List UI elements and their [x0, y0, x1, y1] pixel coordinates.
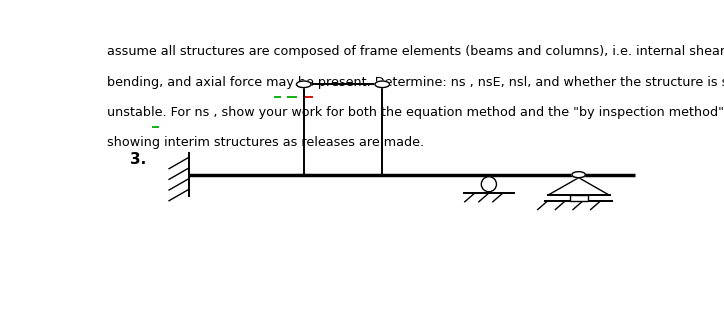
Ellipse shape	[481, 177, 497, 192]
Bar	[570, 195, 588, 201]
Text: bending, and axial force may be present. Determine: ns , nsE, nsl, and whether t: bending, and axial force may be present.…	[107, 76, 724, 89]
Text: 3.: 3.	[130, 152, 146, 167]
Circle shape	[572, 172, 586, 178]
Circle shape	[375, 81, 390, 88]
Text: assume all structures are composed of frame elements (beams and columns), i.e. i: assume all structures are composed of fr…	[107, 45, 724, 58]
Text: unstable. For ns , show your work for both the equation method and the "by inspe: unstable. For ns , show your work for bo…	[107, 106, 724, 119]
Text: showing interim structures as releases are made.: showing interim structures as releases a…	[107, 136, 424, 149]
Circle shape	[296, 81, 311, 88]
